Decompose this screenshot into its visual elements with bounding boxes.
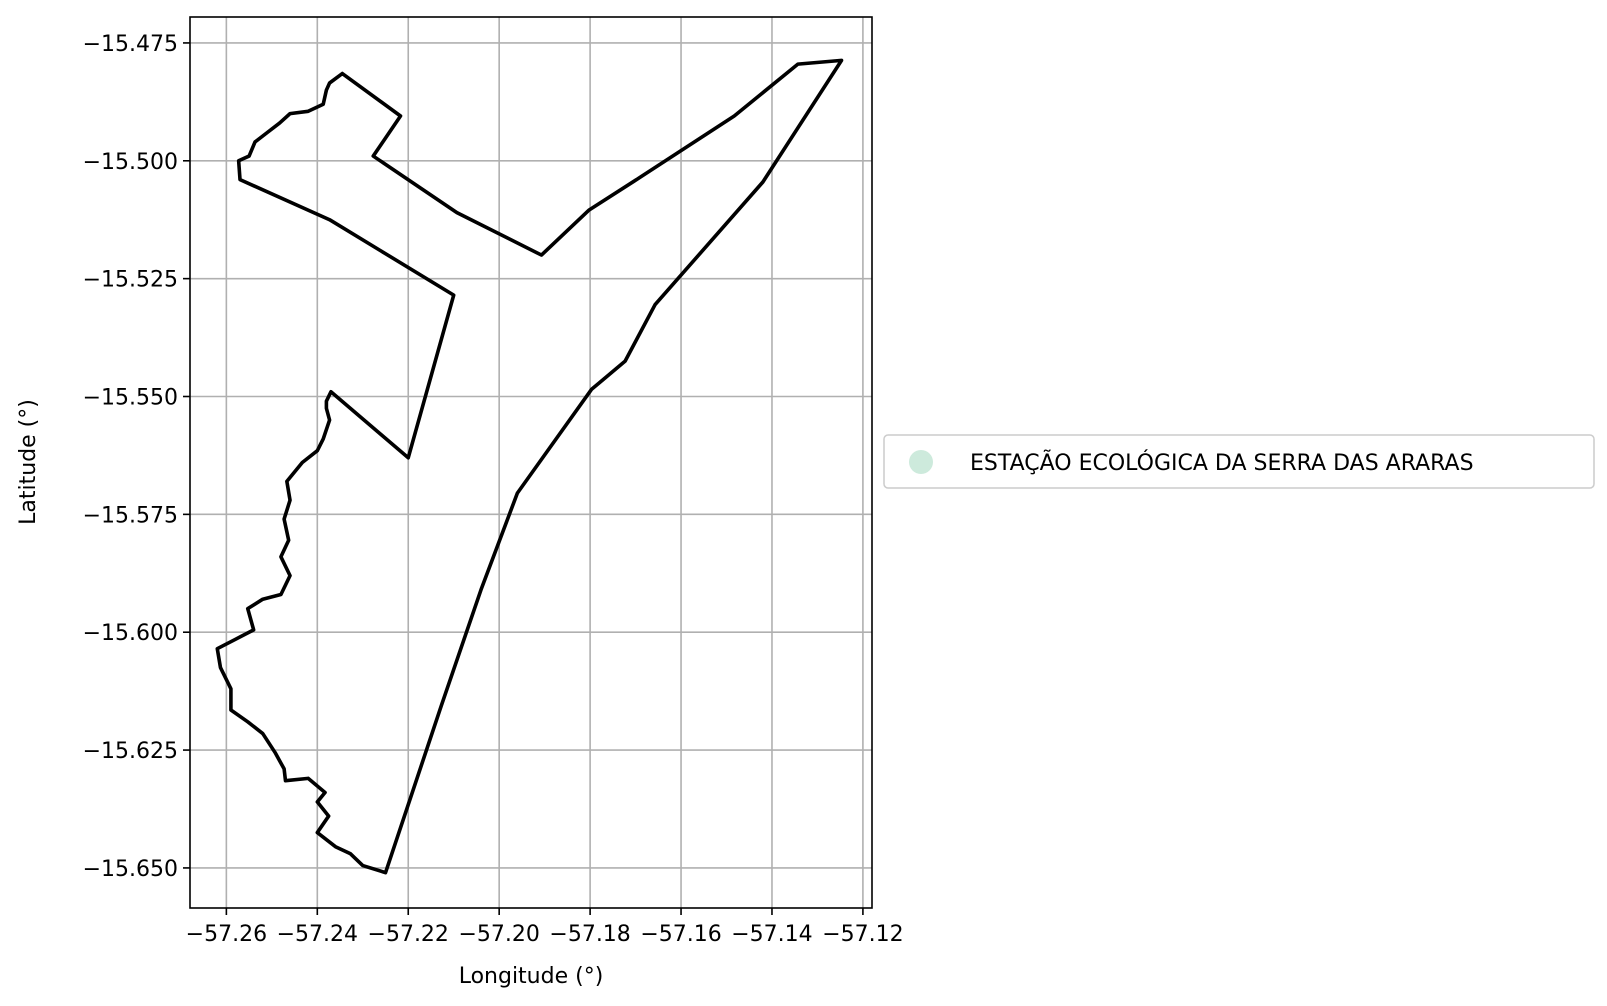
x-tick-label: −57.26 <box>186 922 267 947</box>
x-axis-label: Longitude (°) <box>459 964 604 989</box>
y-tick-label: −15.525 <box>83 268 178 293</box>
x-tick-label: −57.16 <box>640 922 721 947</box>
y-tick-label: −15.625 <box>83 739 178 764</box>
boundary-layer <box>215 58 844 875</box>
reserve-boundary-line <box>215 58 844 875</box>
legend: ESTAÇÃO ECOLÓGICA DA SERRA DAS ARARAS <box>883 434 1595 489</box>
y-tick-label: −15.550 <box>83 386 178 411</box>
x-tick-label: −57.18 <box>549 922 630 947</box>
y-tick-label: −15.475 <box>83 32 178 57</box>
plot-area-frame <box>189 16 873 909</box>
x-tick-label: −57.12 <box>822 922 903 947</box>
y-axis-label: Latitude (°) <box>16 399 41 525</box>
y-tick-label: −15.650 <box>83 857 178 882</box>
y-tick-label: −15.600 <box>83 621 178 646</box>
x-tick-label: −57.14 <box>731 922 812 947</box>
legend-label: ESTAÇÃO ECOLÓGICA DA SERRA DAS ARARAS <box>970 449 1474 476</box>
x-tick-label: −57.20 <box>458 922 539 947</box>
y-tick-label: −15.575 <box>83 503 178 528</box>
grid-lines <box>190 17 872 908</box>
y-tick-label: −15.500 <box>83 150 178 175</box>
legend-marker-icon <box>909 450 933 474</box>
x-tick-label: −57.22 <box>368 922 449 947</box>
x-tick-label: −57.24 <box>277 922 358 947</box>
legend-box <box>883 434 1595 489</box>
axis-ticks: −57.26 −57.24 −57.22 −57.20 −57.18 −57.16 −57.… <box>83 32 904 947</box>
